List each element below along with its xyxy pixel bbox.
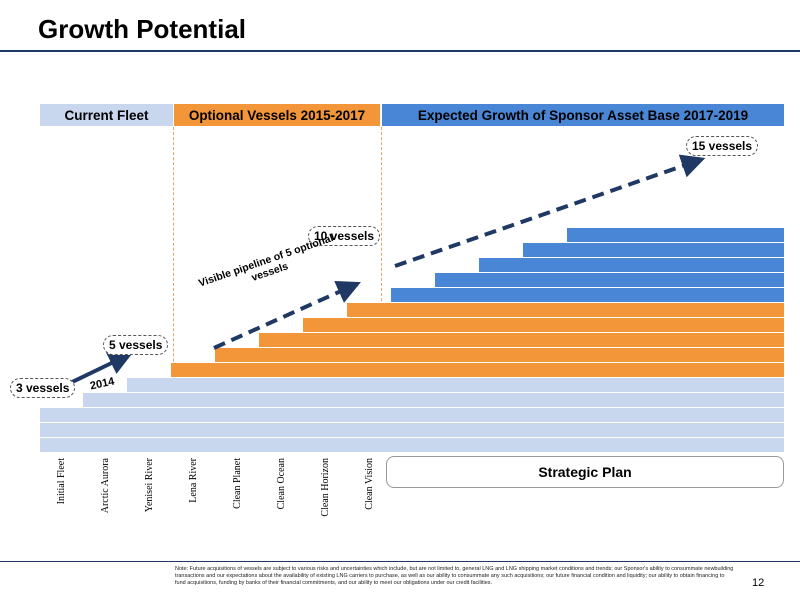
footnote: Note: Future acquisitions of vessels are…	[175, 566, 734, 586]
strategic-plan-box: Strategic Plan	[386, 456, 784, 488]
optional-bar	[171, 363, 784, 378]
header-optional-vessels: Optional Vessels 2015-2017	[174, 104, 380, 126]
arrow-2014	[65, 352, 133, 387]
expected-bar	[523, 243, 784, 258]
vessel-label: Yenisei River	[144, 458, 155, 513]
top-rule	[0, 50, 800, 52]
header-expected-growth: Expected Growth of Sponsor Asset Base 20…	[382, 104, 784, 126]
current-bar	[40, 408, 784, 423]
callout-5-vessels: 5 vessels	[103, 335, 169, 355]
current-bar	[40, 438, 784, 453]
expected-bar	[391, 288, 784, 303]
callout-15-vessels: 15 vessels	[686, 136, 759, 156]
arrow-growth	[394, 154, 706, 268]
current-bar	[83, 393, 784, 408]
header-current-fleet: Current Fleet	[40, 104, 173, 126]
vessel-label: Lena River	[188, 458, 199, 503]
vessel-label: Arctic Aurora	[100, 458, 111, 514]
vessel-label: Clean Vision	[364, 458, 375, 510]
expected-bar	[435, 273, 784, 288]
bottom-rule	[0, 561, 800, 562]
vessel-label: Initial Fleet	[56, 458, 67, 505]
vessel-label: Clean Horizon	[320, 458, 331, 517]
current-bar	[127, 378, 784, 393]
optional-bar	[347, 303, 784, 318]
divider-line	[381, 127, 382, 452]
expected-bar	[479, 258, 784, 273]
expected-bar	[567, 228, 784, 243]
page-number: 12	[752, 577, 765, 589]
optional-bar	[215, 348, 784, 363]
vessel-label: Clean Planet	[232, 458, 243, 509]
callout-3-vessels: 3 vessels	[10, 378, 76, 398]
arrow-pipeline	[213, 280, 361, 350]
current-bar	[40, 423, 784, 438]
page-title: Growth Potential	[38, 14, 246, 44]
optional-bar	[259, 333, 784, 348]
callout-10-vessels: 10 vessels	[308, 226, 381, 246]
optional-bar	[303, 318, 784, 333]
divider-line	[173, 127, 174, 452]
vessel-label: Clean Ocean	[276, 458, 287, 510]
